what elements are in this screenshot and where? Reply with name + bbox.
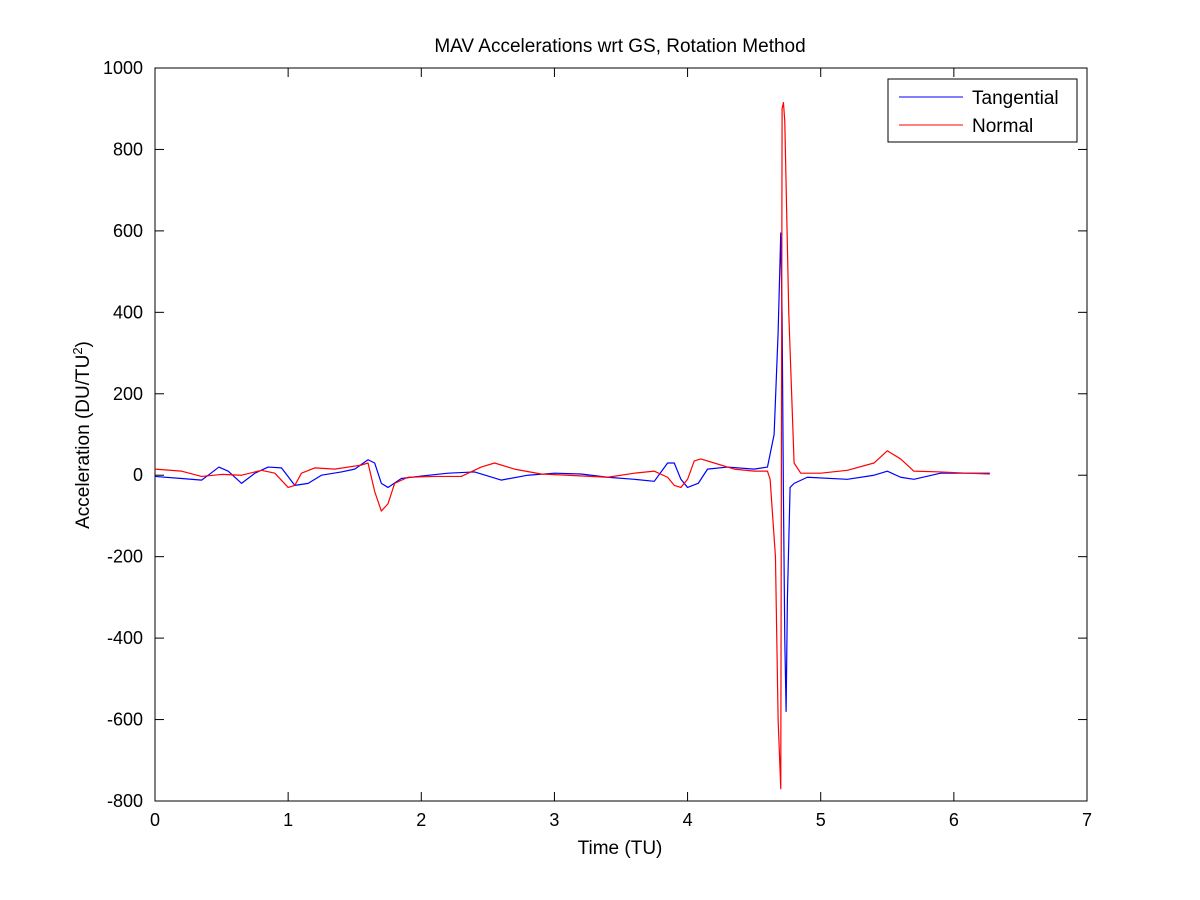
x-tick-label: 3 [549, 810, 559, 830]
y-tick-label: -800 [107, 791, 143, 811]
axes-box [154, 67, 1088, 802]
y-tick-label: -400 [107, 628, 143, 648]
legend[interactable]: Tangential Normal [887, 78, 1078, 143]
x-tick-label: 5 [816, 810, 826, 830]
y-axis-label-base: Acceleration (DU/TU [73, 355, 94, 529]
y-tick-label: 200 [113, 384, 143, 404]
y-axis-ticks: -800 -600 -400 -200 0 200 400 600 800 1000 [103, 58, 1087, 811]
x-tick-label: 7 [1082, 810, 1092, 830]
series-line-normal [155, 102, 990, 790]
y-axis-label-tail: ) [73, 341, 94, 347]
x-tick-label: 1 [283, 810, 293, 830]
plot-area [154, 67, 1088, 802]
legend-box [887, 78, 1078, 143]
y-tick-label: -600 [107, 710, 143, 730]
x-tick-label: 2 [416, 810, 426, 830]
y-axis-label-superscript: 2 [70, 347, 85, 354]
legend-label-normal: Normal [972, 116, 1033, 137]
y-tick-label: 400 [113, 302, 143, 322]
x-tick-label: 0 [150, 810, 160, 830]
x-tick-label: 4 [683, 810, 693, 830]
y-tick-label: 0 [133, 465, 143, 485]
y-tick-label: 1000 [103, 58, 143, 78]
series-line-tangential [155, 232, 990, 713]
y-tick-label: 600 [113, 221, 143, 241]
series-layer [155, 102, 990, 790]
x-axis-label: Time (TU) [578, 838, 663, 859]
legend-label-tangential: Tangential [972, 88, 1059, 109]
chart-title: MAV Accelerations wrt GS, Rotation Metho… [434, 36, 805, 57]
y-tick-label: -200 [107, 547, 143, 567]
x-axis-ticks: 0 1 2 3 4 5 6 7 [150, 68, 1092, 830]
x-tick-label: 6 [949, 810, 959, 830]
y-axis-label: Acceleration (DU/TU2) [70, 341, 95, 529]
y-tick-label: 800 [113, 139, 143, 159]
